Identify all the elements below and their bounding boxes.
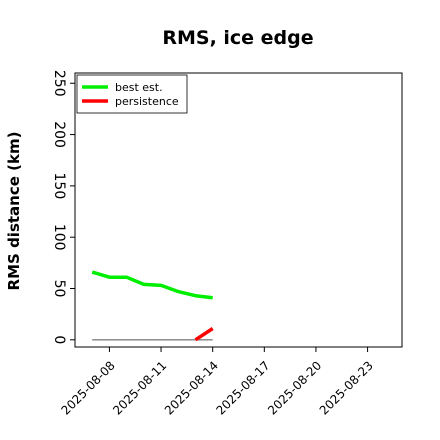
x-tick-label: 2025-08-08 <box>59 358 118 417</box>
x-tick-label: 2025-08-11 <box>110 358 169 417</box>
y-axis-label: RMS distance (km) <box>5 132 23 291</box>
x-tick-label: 2025-08-14 <box>162 358 221 417</box>
legend-label-best-est: best est. <box>115 81 163 94</box>
y-tick-label: 100 <box>51 224 67 251</box>
series-line-best-est <box>91 270 213 300</box>
plot-frame <box>74 72 403 348</box>
x-tick-label: 2025-08-23 <box>317 358 376 417</box>
chart-title: RMS, ice edge <box>162 27 313 49</box>
legend: best est. persistence <box>76 74 188 114</box>
legend-box <box>76 74 188 114</box>
y-tick-label: 0 <box>51 335 67 344</box>
x-tick-label: 2025-08-20 <box>265 358 324 417</box>
series-line-persistence <box>194 327 214 342</box>
x-axis: 2025-08-082025-08-112025-08-142025-08-17… <box>59 347 376 418</box>
y-axis: 0 50 100 150 200 250 <box>51 70 75 344</box>
legend-label-persistence: persistence <box>115 95 179 108</box>
series-layer <box>91 270 214 342</box>
y-tick-label: 50 <box>51 280 67 298</box>
y-tick-label: 200 <box>51 121 67 148</box>
x-tick-label: 2025-08-17 <box>213 358 272 417</box>
y-tick-label: 250 <box>51 70 67 97</box>
y-tick-label: 150 <box>51 173 67 200</box>
